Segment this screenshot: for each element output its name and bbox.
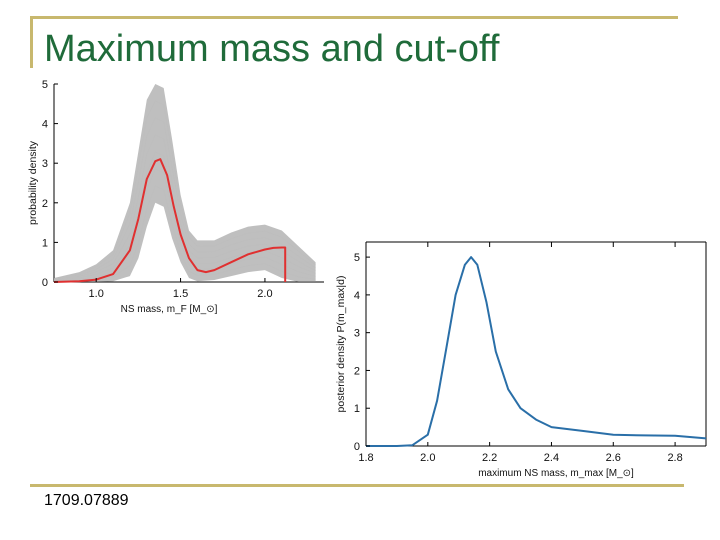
mass-distribution-chart: 0 1 2 3 4 5 1.0 1.5 2.0 NS mass, m_F [M_⊙] probabi… [24, 72, 384, 322]
y-tick-label: 4 [42, 119, 48, 131]
y-tick-label: 3 [42, 158, 48, 170]
slide-frame-top [30, 16, 678, 19]
x-axis-label: maximum NS mass, m_max [M_⊙] [478, 468, 634, 479]
slide-frame-bottom [30, 484, 684, 487]
y-tick-label: 3 [354, 328, 360, 340]
y-tick-label: 5 [42, 79, 48, 91]
series-line-0 [366, 256, 707, 447]
x-tick-label: 1.8 [358, 452, 373, 464]
series-line-0 [53, 158, 287, 283]
slide-title: Maximum mass and cut-off [44, 28, 500, 70]
y-tick-label: 1 [42, 237, 48, 249]
y-tick-label: 5 [354, 252, 360, 264]
x-axis-label: NS mass, m_F [M_⊙] [121, 304, 218, 315]
x-tick-label: 1.0 [89, 288, 104, 300]
y-axis-label: probability density [27, 140, 39, 225]
posterior-samples-band [54, 84, 316, 282]
mass-distribution-svg: 0 1 2 3 4 5 1.0 1.5 2.0 NS mass, m_F [M_⊙] probabi… [27, 79, 324, 315]
posterior-sample-trace [53, 117, 316, 280]
x-tick-label: 2.4 [544, 452, 559, 464]
y-tick-label: 0 [354, 441, 360, 453]
x-tick-label: 2.2 [482, 452, 497, 464]
posterior-sample-trace [53, 185, 316, 282]
x-tick-label: 2.0 [420, 452, 435, 464]
y-tick-label: 4 [354, 290, 360, 302]
posterior-sample-trace [53, 100, 316, 279]
y-tick-label: 2 [354, 365, 360, 377]
slide-frame-left [30, 16, 33, 68]
max-mass-posterior-chart: 0 1 2 3 4 5 1.8 2.0 2.2 2.4 2.6 2.8 maximum NS mass,… [330, 234, 714, 484]
arxiv-reference: 1709.07889 [44, 492, 129, 509]
x-tick-label: 2.0 [257, 288, 272, 300]
posterior-sample-trace [53, 134, 316, 280]
x-tick-label: 2.6 [606, 452, 621, 464]
x-tick-label: 1.5 [173, 288, 188, 300]
y-tick-label: 1 [354, 403, 360, 415]
y-axis-label: posterior density P(m_max|d) [335, 276, 347, 413]
x-tick-label: 2.8 [667, 452, 682, 464]
y-tick-label: 2 [42, 198, 48, 210]
max-mass-posterior-svg: 0 1 2 3 4 5 1.8 2.0 2.2 2.4 2.6 2.8 maximum NS mass,… [335, 241, 707, 479]
y-tick-label: 0 [42, 277, 48, 289]
